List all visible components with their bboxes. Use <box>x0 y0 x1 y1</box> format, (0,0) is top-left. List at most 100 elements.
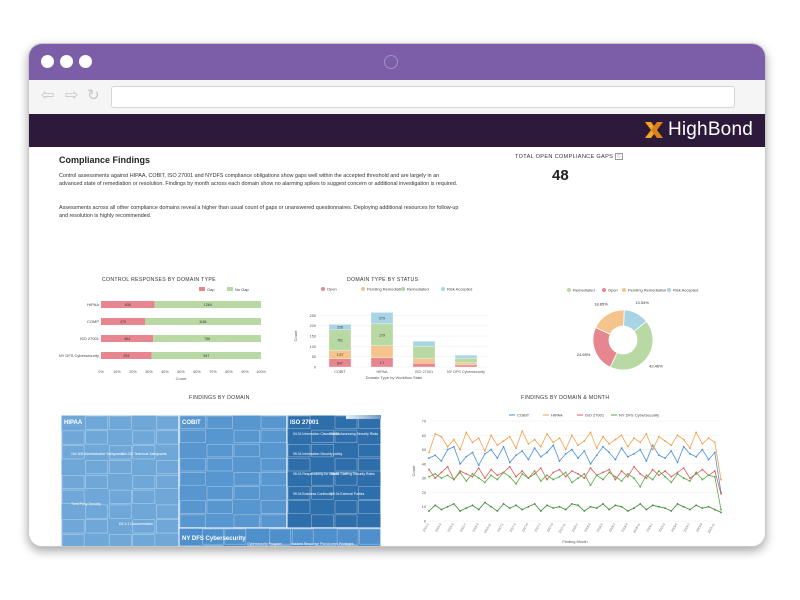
data-point <box>614 458 617 461</box>
treemap-cell <box>287 486 311 500</box>
brand-logo[interactable]: HighBond <box>643 119 753 141</box>
data-point <box>577 472 580 475</box>
data-point <box>465 455 468 458</box>
back-arrow-icon[interactable]: ⇦ <box>41 87 55 104</box>
treemap-cell <box>61 445 85 460</box>
donut-slice <box>592 327 618 368</box>
data-point <box>546 478 548 481</box>
data-point <box>583 477 586 480</box>
data-point <box>477 437 480 440</box>
tick-label: 2018-7 <box>608 522 616 532</box>
treemap-cell <box>358 500 381 514</box>
data-point <box>676 471 679 474</box>
data-point <box>539 455 542 458</box>
treemap-cell <box>179 545 202 546</box>
treemap-cell <box>287 415 311 429</box>
data-point <box>639 472 642 475</box>
color-scale <box>346 415 381 419</box>
browser-window: ⇦ ⇨ ↻ HighBond Compliance Findings Contr… <box>28 43 766 547</box>
data-point <box>589 431 592 434</box>
refresh-icon[interactable]: ↻ <box>87 87 100 104</box>
axis-label: Count <box>293 330 298 342</box>
tick-label: 30% <box>145 370 153 374</box>
data-point <box>502 502 505 505</box>
data-point <box>713 451 716 454</box>
treemap-cell <box>233 429 260 443</box>
treemap-cell <box>179 458 206 472</box>
data-point <box>620 470 623 472</box>
data-label: 1264 <box>204 303 212 307</box>
treemap-cell <box>206 444 233 458</box>
axis-label: Domain Type by Workflow State <box>366 375 424 380</box>
category-label: ISO 27001 <box>80 336 100 341</box>
data-point <box>558 468 561 471</box>
legend-label: Open <box>327 287 337 292</box>
treemap-cell <box>224 528 247 545</box>
data-point <box>459 470 461 472</box>
data-label: 1181 <box>199 320 207 324</box>
data-point <box>570 502 573 505</box>
data-point <box>577 444 580 447</box>
data-point <box>682 445 685 448</box>
data-point <box>620 447 623 450</box>
data-label: 24.65% <box>577 352 591 357</box>
data-point <box>446 448 449 451</box>
findings-treemap: HIPAA COBIT ISO 27001 NY DFS Cybersecurity 0… <box>61 415 381 546</box>
domain-status-chart: Open Pending Remediation Remediated Risk Ac… <box>293 287 489 380</box>
tick-label: 2016-9 <box>471 522 479 532</box>
data-point <box>521 470 524 472</box>
data-point <box>533 472 536 475</box>
treemap-cell-label: 04.01 Information Classification <box>293 432 340 436</box>
data-point <box>713 475 716 478</box>
treemap-cell <box>61 475 85 489</box>
data-point <box>471 472 474 475</box>
treemap-cell <box>132 519 156 534</box>
domain-status-title: DOMAIN TYPE BY STATUS <box>347 277 419 283</box>
data-point <box>434 454 437 457</box>
bar-segment <box>151 352 261 359</box>
legend-swatch <box>199 287 205 291</box>
tick-label: 60% <box>193 370 201 374</box>
bar-segment <box>412 346 436 359</box>
data-point <box>707 437 710 440</box>
data-point <box>670 475 673 478</box>
data-point <box>664 457 666 460</box>
forward-arrow-icon[interactable]: ⇨ <box>65 87 79 104</box>
legend-swatch <box>227 287 233 291</box>
treemap-cell <box>202 528 224 545</box>
tick-label: 2016-7 <box>459 522 467 532</box>
axis-label: Count <box>176 376 188 381</box>
address-bar[interactable] <box>111 86 735 108</box>
window-dot-minimize[interactable] <box>60 55 73 68</box>
window-dot-maximize[interactable] <box>79 55 92 68</box>
data-point <box>440 477 443 480</box>
treemap-cell <box>247 545 269 546</box>
data-point <box>602 445 604 448</box>
treemap-cell <box>85 519 108 534</box>
data-point <box>589 505 592 508</box>
data-point <box>521 430 524 432</box>
data-point <box>502 445 505 448</box>
treemap-cell <box>61 534 85 546</box>
data-point <box>508 507 511 510</box>
axis-label: Count <box>411 465 416 477</box>
window-dot-close[interactable] <box>41 55 54 68</box>
info-icon[interactable]: ⓘ <box>615 153 624 160</box>
treemap-cell <box>314 545 336 546</box>
treemap-cell <box>206 415 233 429</box>
data-point <box>521 450 524 452</box>
legend-label: Remediated <box>573 288 595 293</box>
treemap-cell <box>61 430 85 445</box>
data-point <box>664 470 666 472</box>
bar-segment <box>454 362 478 366</box>
data-point <box>695 431 698 434</box>
data-point <box>515 504 517 507</box>
browser-logo-icon <box>384 55 398 69</box>
treemap-cell <box>108 460 132 475</box>
treemap-cell-label: 164.312 Technical Safeguards <box>121 452 167 456</box>
data-point <box>539 467 542 470</box>
treemap-cell-label: 09.01 Information Security policy <box>293 452 342 456</box>
tick-label: 2016-5 <box>447 522 455 532</box>
data-point <box>446 474 449 477</box>
data-point <box>701 507 704 510</box>
